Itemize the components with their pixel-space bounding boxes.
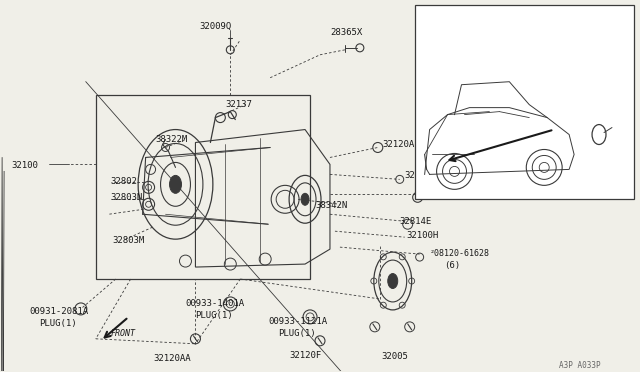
Text: PLUG(1): PLUG(1) [278,329,316,338]
Text: 32100: 32100 [11,161,38,170]
Text: 32120A: 32120A [383,140,415,148]
Text: 38342N: 38342N [315,201,348,210]
Text: FRONT: FRONT [111,329,136,338]
Text: 32802: 32802 [111,177,138,186]
Text: ²08120-61628: ²08120-61628 [429,249,490,258]
Text: 32009Q: 32009Q [199,22,232,31]
Text: 32004M: 32004M [420,187,452,196]
Ellipse shape [301,193,309,205]
Text: 32005: 32005 [381,352,408,361]
Text: A3P A033P: A3P A033P [559,361,601,370]
Polygon shape [424,108,574,174]
Text: 32120AA: 32120AA [154,354,191,363]
Bar [415,5,634,199]
Text: PLUG(1): PLUG(1) [39,319,77,328]
Ellipse shape [170,175,182,193]
Text: 00931-2081A: 00931-2081A [29,307,88,316]
Text: 32103: 32103 [404,171,431,180]
Text: 32137: 32137 [225,100,252,109]
Text: 38322M: 38322M [156,135,188,144]
Text: 32120F: 32120F [289,351,321,360]
Text: 31084E: 31084E [579,112,611,121]
Text: 32803N: 32803N [111,193,143,202]
Text: A/T CONTROL UNIT ASSY: A/T CONTROL UNIT ASSY [465,191,567,201]
Ellipse shape [388,273,397,289]
Text: 32814E: 32814E [400,217,432,226]
Text: PLUG(1): PLUG(1) [195,311,233,320]
Text: (6): (6) [445,261,461,270]
Text: 00933-1401A: 00933-1401A [186,299,244,308]
Polygon shape [96,94,310,279]
Text: 00933-1121A: 00933-1121A [268,317,327,326]
Text: 32100H: 32100H [406,231,439,240]
Text: FOR VEHICLES WITHOUT: FOR VEHICLES WITHOUT [458,182,555,191]
Text: 28365X: 28365X [330,28,362,37]
Text: 32803M: 32803M [113,236,145,245]
